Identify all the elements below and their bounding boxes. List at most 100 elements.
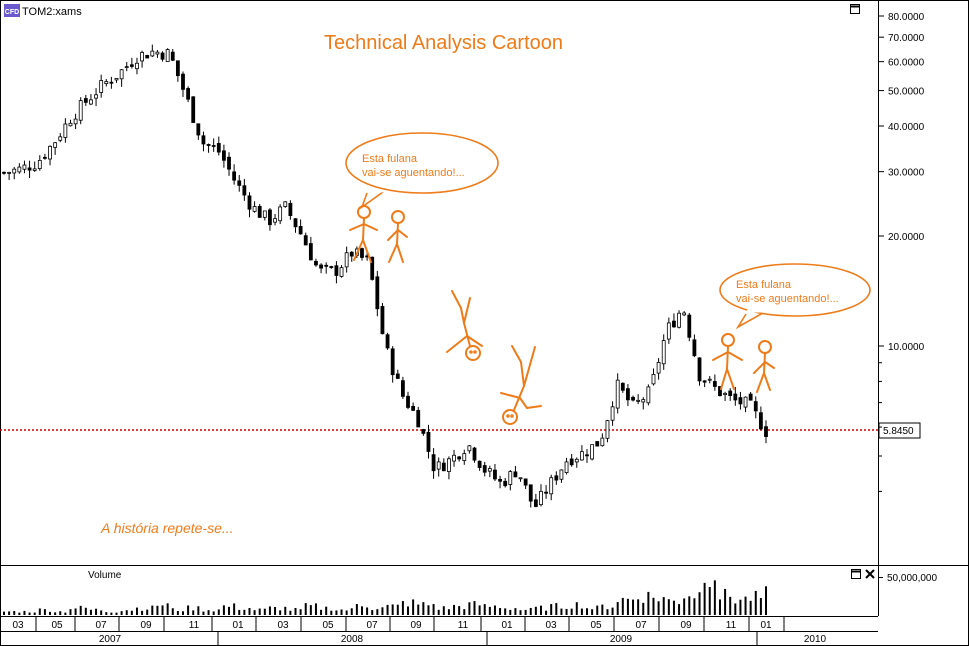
close-icon[interactable] (865, 569, 875, 579)
candle (569, 454, 574, 467)
candle (462, 449, 467, 465)
month-label: 03 (12, 620, 24, 631)
candle (436, 457, 441, 477)
year-label: 2008 (341, 634, 364, 645)
candle (242, 178, 247, 201)
candle (232, 164, 237, 185)
candle (119, 69, 124, 87)
candle (636, 394, 641, 405)
candle (421, 428, 426, 436)
volume-bar (565, 608, 568, 615)
candle (140, 50, 144, 68)
volume-bar (222, 605, 225, 615)
year-label: 2007 (99, 634, 122, 645)
candle (487, 465, 492, 478)
volume-bar (672, 600, 675, 615)
maximize-icon[interactable] (851, 569, 861, 579)
volume-bar (386, 604, 389, 615)
volume-bar (141, 610, 144, 615)
month-label: 03 (277, 620, 289, 631)
bubble-right-line2: vai-se aguentando!... (736, 293, 839, 305)
candle (539, 484, 543, 507)
volume-bar (545, 610, 548, 615)
stick-figure-3 (712, 333, 743, 390)
bubble-left-line2: vai-se aguentando!... (362, 167, 465, 179)
candle (723, 391, 727, 401)
candle (498, 475, 502, 489)
month-label: 07 (95, 620, 107, 631)
volume-bar (43, 609, 46, 615)
candle (467, 445, 472, 454)
stick-figure-2 (387, 210, 408, 263)
candle (58, 133, 63, 143)
candle (554, 471, 559, 485)
price-axis: 80.0000 70.0000 60.0000 50.0000 40.0000 30.00… (878, 12, 925, 492)
candle (247, 192, 252, 218)
month-label: 05 (590, 620, 602, 631)
candle (201, 131, 206, 152)
volume-bar (49, 611, 52, 615)
speech-bubble-right: Esta fulana vai-se aguentando!... (719, 263, 871, 330)
candle (145, 54, 150, 59)
candle (329, 265, 334, 269)
candle (595, 441, 600, 447)
volume-bar (64, 612, 67, 615)
month-label: 01 (232, 620, 244, 631)
candle (523, 478, 528, 490)
month-label: 11 (458, 620, 469, 631)
volume-bar (89, 609, 92, 615)
volume-bar (28, 612, 31, 615)
candle (2, 171, 6, 175)
month-label: 11 (189, 620, 200, 631)
candle (37, 155, 42, 171)
volume-bar (529, 607, 532, 615)
candle (375, 270, 380, 317)
candle (692, 334, 697, 358)
candle (447, 456, 451, 480)
candle (181, 71, 185, 97)
volume-bar (176, 610, 179, 615)
price-axis-label: 40.0000 (888, 122, 925, 133)
candle (472, 446, 477, 463)
candle (94, 88, 98, 107)
volume-bar (299, 609, 302, 615)
volume-bar (637, 599, 640, 615)
candle (733, 386, 738, 406)
stick-figure-falling-2 (500, 345, 542, 425)
maximize-icon[interactable] (850, 4, 860, 14)
stick-figure-1 (349, 205, 378, 263)
volume-bar (371, 610, 374, 615)
candle (477, 460, 482, 471)
volume-bar (427, 605, 430, 615)
candle (753, 396, 758, 419)
volume-bar (105, 612, 108, 615)
candle (758, 406, 763, 430)
candle (390, 346, 395, 383)
current-price-tag (878, 422, 921, 439)
volume-label: Volume (88, 570, 122, 581)
volume-bar (555, 603, 558, 615)
volume-bar (412, 599, 415, 615)
volume-bar (493, 605, 496, 615)
candle (764, 420, 768, 444)
volume-bar (345, 610, 348, 615)
candle (528, 484, 533, 508)
candle (339, 265, 344, 278)
candle (324, 262, 329, 274)
volume-bar (652, 597, 655, 615)
volume-bar (447, 609, 450, 615)
volume-bar (662, 597, 665, 615)
candle (503, 477, 508, 488)
candle (718, 386, 722, 397)
caption-text: A história repete-se... (100, 520, 234, 536)
price-axis-label: 60.0000 (888, 58, 925, 69)
candle (273, 213, 277, 226)
candle (288, 200, 293, 220)
volume-bar (401, 601, 404, 615)
candle (441, 458, 446, 472)
volume-bar (248, 608, 251, 615)
volume-bar (125, 610, 128, 615)
